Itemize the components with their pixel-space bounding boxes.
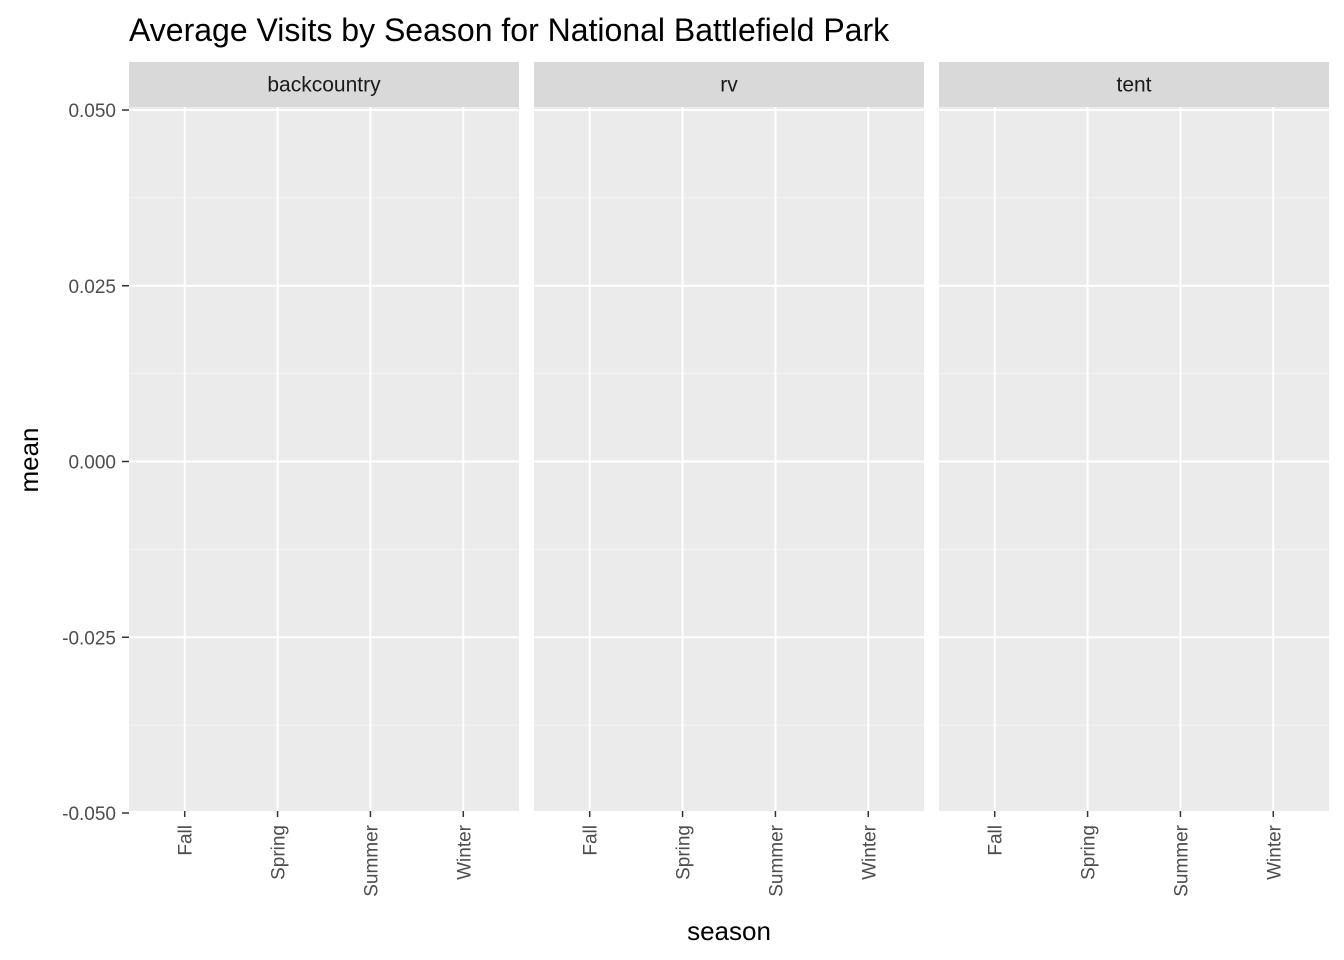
x-tick-label: Fall (986, 825, 1007, 856)
panel-background (939, 107, 1329, 811)
facet-strip (129, 62, 519, 107)
facet-strip (534, 62, 924, 107)
y-tick-label: -0.050 (62, 804, 116, 825)
x-tick-label: Fall (176, 825, 197, 856)
y-tick-label: -0.025 (62, 628, 116, 649)
facet-strip-label: tent (1116, 74, 1151, 97)
facet-strip-label: backcountry (267, 74, 381, 97)
x-tick-label: Summer (766, 824, 787, 896)
panel-background (129, 107, 519, 811)
x-tick-label: Spring (269, 825, 290, 880)
y-axis-title: mean (14, 427, 44, 492)
facet-panel-backcountry: backcountry Fall Spring Summer Winter (129, 62, 519, 897)
x-tick-label: Spring (1079, 825, 1100, 880)
facet-strip (939, 62, 1329, 107)
chart-title: Average Visits by Season for National Ba… (129, 12, 890, 48)
x-tick-label: Fall (581, 825, 602, 856)
x-tick-label: Spring (674, 825, 695, 880)
x-tick-label: Winter (1264, 824, 1285, 880)
x-tick-label: Summer (1171, 824, 1192, 896)
x-tick-label: Winter (454, 824, 475, 880)
y-tick-label: 0.025 (68, 277, 116, 298)
y-tick-label: 0.000 (68, 453, 116, 474)
facet-panel-tent: tent Fall Spring Summer Winter (939, 62, 1329, 897)
facet-strip-label: rv (720, 74, 738, 97)
facet-panels: backcountry Fall Spring Summer Winter rv Fall S… (129, 62, 1329, 897)
x-tick-label: Summer (361, 824, 382, 896)
x-axis-title: season (687, 916, 771, 946)
panel-background (534, 107, 924, 811)
x-tick-label: Winter (859, 824, 880, 880)
y-axis: 0.050 0.025 0.000 -0.025 -0.050 (62, 101, 129, 825)
facet-panel-rv: rv Fall Spring Summer Winter (534, 62, 924, 897)
y-tick-label: 0.050 (68, 101, 116, 122)
